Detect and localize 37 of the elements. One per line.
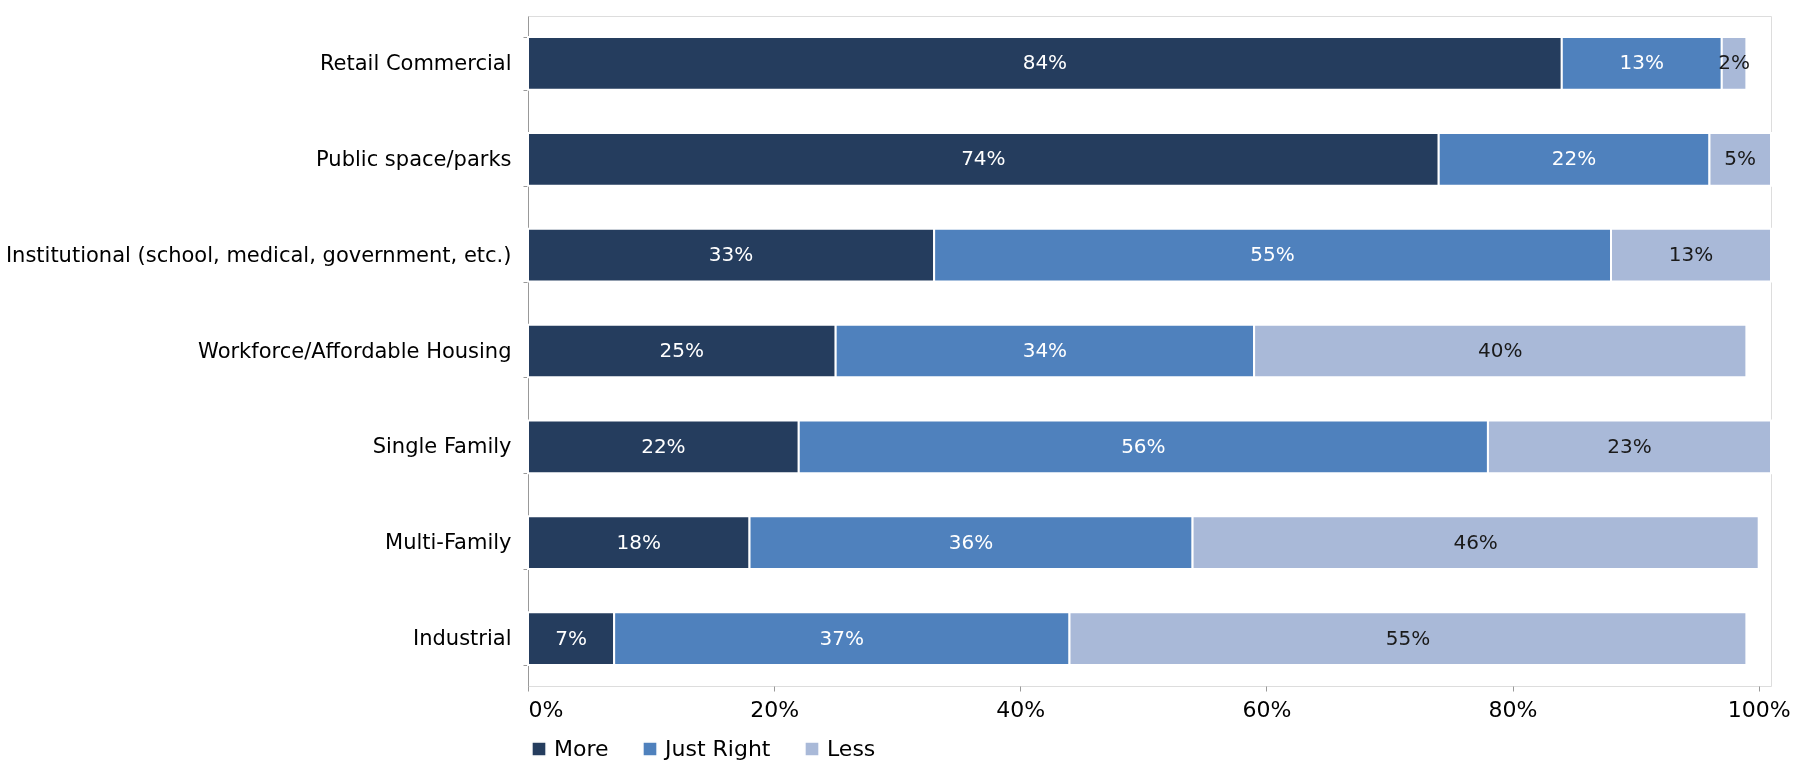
y-tick-label: Single Family: [372, 434, 512, 459]
data-label: 33%: [708, 242, 754, 267]
data-label: 25%: [659, 338, 705, 362]
data-label: 74%: [961, 146, 1006, 171]
legend-label: Less: [827, 736, 876, 761]
x-tick-label: 80%: [1488, 696, 1538, 722]
data-label: 13%: [1619, 50, 1664, 75]
y-tick-label: Workforce/Affordable Housing: [198, 338, 512, 363]
legend-label: Just Right: [663, 736, 771, 761]
x-tick-label: 60%: [1242, 696, 1292, 722]
data-label: 22%: [1551, 146, 1597, 171]
data-label: 55%: [1385, 625, 1431, 650]
y-tick-label: Multi-Family: [385, 530, 512, 555]
data-label: 18%: [616, 529, 661, 554]
data-label: 40%: [1478, 338, 1523, 362]
data-label: 46%: [1453, 529, 1498, 554]
data-label: 7%: [555, 625, 587, 650]
x-tick-label: 20%: [750, 696, 800, 722]
data-label: 13%: [1668, 242, 1714, 267]
data-label: 2%: [1718, 50, 1750, 75]
data-label: 36%: [948, 529, 994, 554]
data-label: 56%: [1121, 433, 1166, 458]
data-label: 84%: [1022, 50, 1068, 75]
data-label: 55%: [1250, 242, 1295, 267]
data-label: 23%: [1607, 433, 1652, 458]
data-label: 22%: [641, 433, 686, 458]
x-tick-label: 100%: [1727, 696, 1791, 722]
y-tick-label: Institutional (school, medical, government, etc.): [5, 242, 512, 267]
data-label: 37%: [819, 625, 865, 650]
y-tick-label: Retail Commercial: [319, 50, 512, 75]
legend-label: More: [554, 736, 609, 761]
data-label: 34%: [1022, 338, 1068, 362]
x-tick-label: 40%: [996, 696, 1046, 722]
x-tick-label: 0%: [528, 696, 564, 722]
y-tick-label: Public space/parks: [316, 146, 512, 171]
data-label: 5%: [1724, 146, 1757, 171]
y-tick-label: Industrial: [413, 626, 512, 651]
